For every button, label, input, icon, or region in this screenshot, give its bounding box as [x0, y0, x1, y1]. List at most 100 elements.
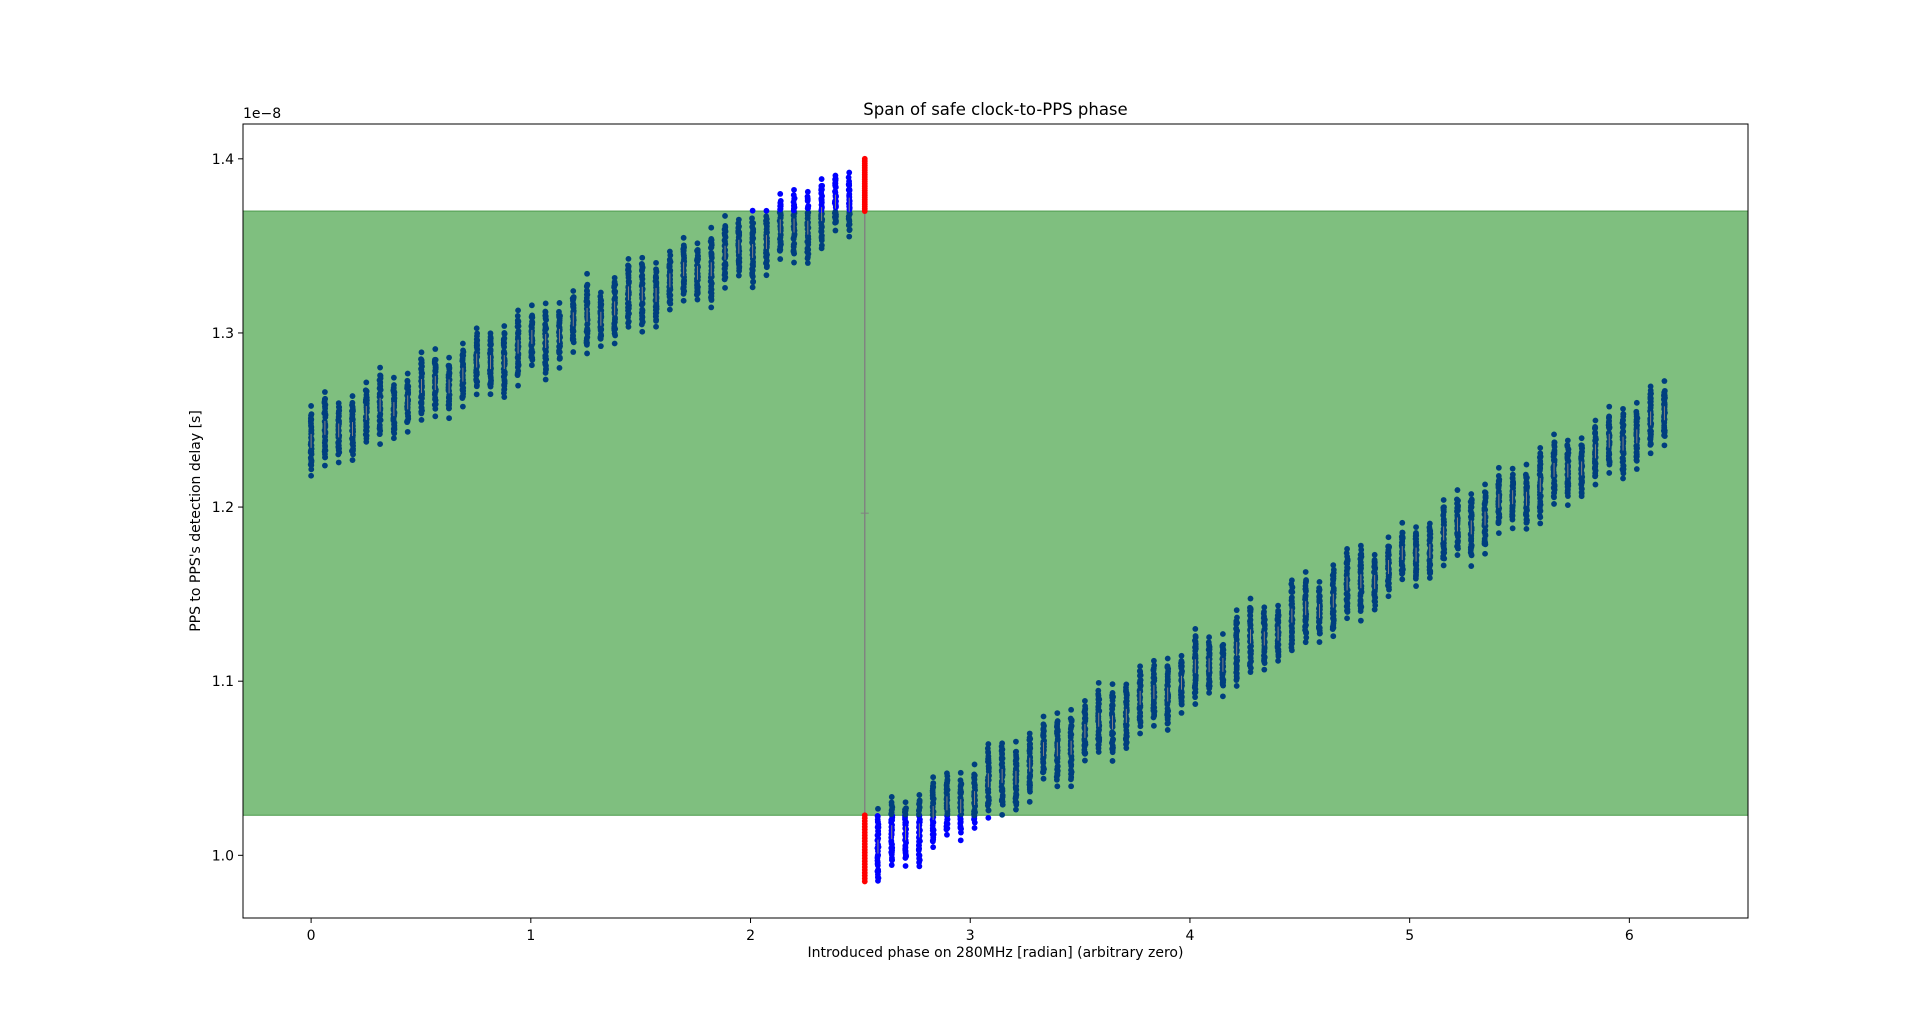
data-point — [1178, 658, 1185, 664]
data-point — [1096, 700, 1102, 707]
data-point — [1509, 465, 1516, 472]
data-point — [1026, 730, 1033, 737]
point-column-77 — [1384, 534, 1392, 600]
data-point — [1275, 657, 1281, 664]
point-column-65 — [1219, 631, 1227, 700]
point-column-62 — [1178, 652, 1185, 716]
data-point — [653, 259, 659, 266]
data-point — [1537, 450, 1544, 457]
data-point — [680, 297, 687, 304]
point-column-57 — [1109, 681, 1117, 764]
data-point — [1288, 577, 1295, 584]
data-point — [611, 280, 618, 286]
data-point — [597, 289, 604, 296]
data-point — [390, 435, 397, 442]
data-point — [750, 278, 757, 285]
data-point — [930, 844, 937, 851]
data-point — [804, 188, 811, 195]
data-point — [1247, 595, 1254, 602]
data-point — [445, 362, 452, 369]
data-point — [1606, 403, 1613, 410]
data-point — [1233, 683, 1240, 689]
data-point — [1371, 606, 1378, 613]
data-point — [722, 260, 729, 267]
data-point — [542, 353, 549, 359]
data-point — [750, 220, 757, 227]
point-column-48 — [984, 741, 992, 821]
data-point — [763, 272, 770, 279]
data-point — [944, 831, 950, 838]
data-point — [1247, 604, 1253, 611]
point-column-43 — [915, 792, 923, 870]
data-point — [542, 376, 549, 383]
data-point — [308, 411, 315, 418]
data-point — [376, 391, 383, 398]
data-point — [999, 740, 1006, 747]
data-point — [1027, 735, 1034, 742]
data-point — [570, 288, 577, 294]
data-point — [902, 830, 908, 837]
data-point — [1082, 703, 1088, 709]
data-point — [653, 266, 659, 273]
data-point — [1468, 504, 1475, 511]
data-point — [763, 207, 770, 214]
data-point — [584, 287, 590, 294]
data-point — [1178, 652, 1185, 659]
data-point — [1454, 552, 1461, 558]
data-marks — [307, 155, 1668, 885]
data-point — [749, 207, 756, 214]
data-point — [888, 794, 895, 800]
data-point — [1647, 387, 1654, 394]
data-point — [1316, 592, 1323, 599]
data-point — [349, 457, 356, 464]
data-point — [625, 255, 632, 262]
point-column-37 — [818, 176, 826, 252]
data-point — [1399, 529, 1406, 536]
data-point — [1385, 593, 1392, 600]
data-point — [1164, 655, 1171, 662]
point-column-19 — [569, 288, 577, 355]
data-point — [460, 347, 466, 354]
data-point — [1509, 512, 1516, 519]
point-column-87 — [1522, 461, 1530, 532]
point-column-27 — [680, 234, 688, 304]
data-point — [390, 374, 397, 381]
data-point — [487, 330, 494, 337]
data-point — [1330, 562, 1337, 569]
x-tick-label: 5 — [1405, 928, 1414, 944]
data-point — [957, 777, 964, 784]
data-point — [1440, 562, 1447, 569]
data-point — [791, 231, 798, 238]
data-point — [971, 771, 978, 778]
point-column-13 — [487, 330, 494, 398]
data-point — [1247, 669, 1254, 675]
data-point — [1109, 681, 1116, 688]
data-point — [1206, 634, 1213, 641]
data-point — [1151, 662, 1158, 669]
data-point — [1040, 775, 1047, 782]
data-point — [432, 346, 439, 352]
point-column-34 — [776, 191, 784, 262]
data-point — [1068, 706, 1075, 713]
data-point — [335, 400, 342, 407]
data-point — [1371, 556, 1378, 563]
data-point — [1578, 493, 1585, 500]
data-point — [1537, 444, 1544, 451]
data-point — [708, 236, 715, 242]
data-point — [708, 224, 715, 231]
data-point — [1219, 631, 1226, 637]
data-point — [515, 382, 521, 389]
data-point — [432, 413, 439, 420]
point-column-33 — [763, 207, 770, 279]
data-point — [861, 812, 868, 819]
point-column-36 — [804, 188, 812, 266]
data-point — [474, 330, 481, 337]
data-point — [639, 254, 646, 261]
data-point — [487, 346, 494, 353]
point-column-95 — [1633, 399, 1641, 472]
data-point — [1054, 710, 1061, 717]
point-column-3 — [349, 393, 356, 464]
data-point — [1551, 439, 1558, 446]
point-column-23 — [624, 255, 632, 330]
data-point — [459, 403, 466, 410]
